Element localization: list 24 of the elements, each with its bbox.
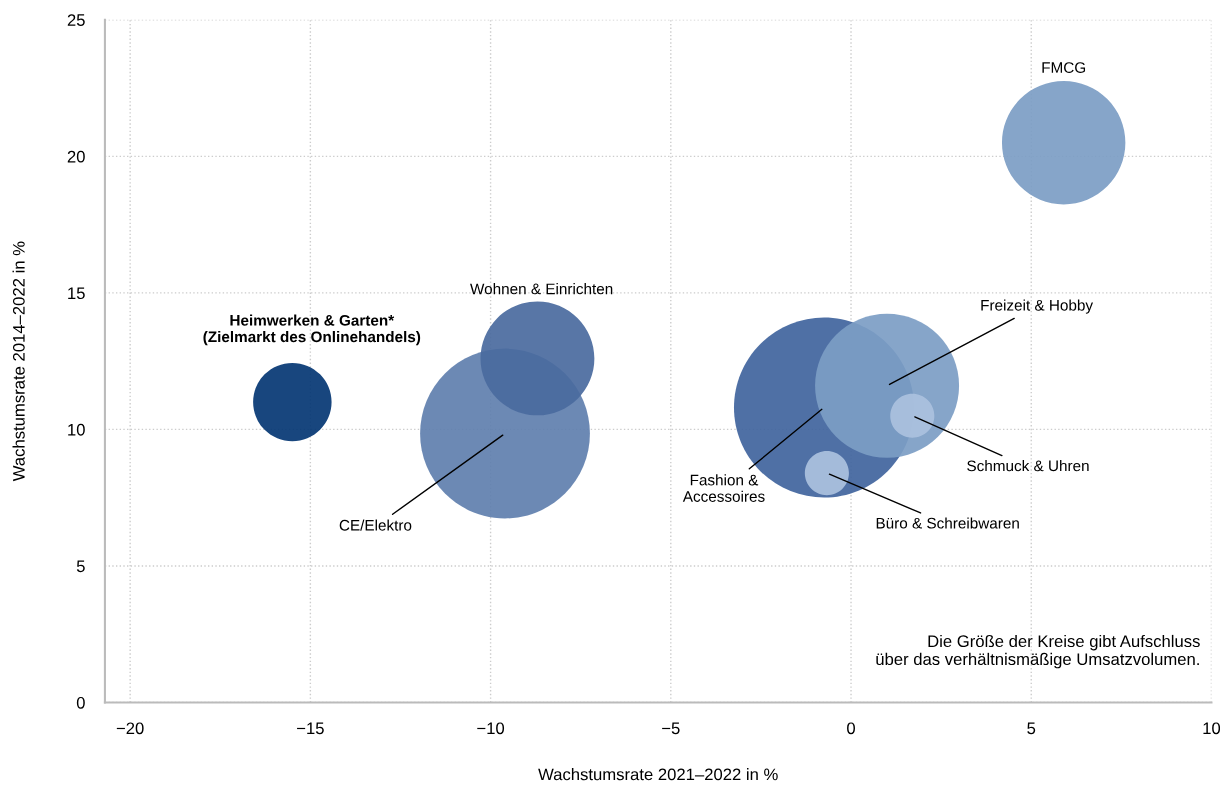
x-tick-label: −15 xyxy=(297,722,324,735)
x-axis-title: Wachstumsrate 2021–2022 in % xyxy=(538,768,778,781)
series-label: Fashion & Accessoires xyxy=(682,474,765,502)
x-tick-label: 0 xyxy=(847,722,856,735)
y-axis-title: Wachstumsrate 2014–2022 in % xyxy=(12,241,25,482)
x-tick-label: −10 xyxy=(477,722,505,735)
y-tick-label: 10 xyxy=(68,423,85,436)
x-tick-label: 10 xyxy=(1203,722,1220,735)
x-tick-label: −5 xyxy=(662,722,680,735)
y-tick-label: 0 xyxy=(76,696,85,709)
series-label: FMCG xyxy=(1042,62,1086,73)
y-tick-label: 5 xyxy=(76,560,85,573)
text: CE/Elektro xyxy=(339,519,412,531)
annotation: Die Größe der Kreise gibt Aufschluss über das verhältnismäßige Umsatzvolumen. xyxy=(876,634,1200,669)
text: Freizeit & Hobby xyxy=(981,299,1094,314)
y-tick-label: 20 xyxy=(67,150,85,163)
text: Heimwerken & Garten* (Zielmarkt des Onlinehandels) xyxy=(203,314,421,346)
y-tick-label: 15 xyxy=(68,287,85,300)
text: Schmuck & Uhren xyxy=(967,460,1089,472)
series-label: Wohnen & Einrichten xyxy=(470,283,613,295)
x-tick-label: 5 xyxy=(1027,722,1036,735)
text: Büro & Schreibwaren xyxy=(876,517,1019,529)
y-tick-label: 25 xyxy=(67,14,85,26)
x-tick-label: −20 xyxy=(116,722,144,735)
